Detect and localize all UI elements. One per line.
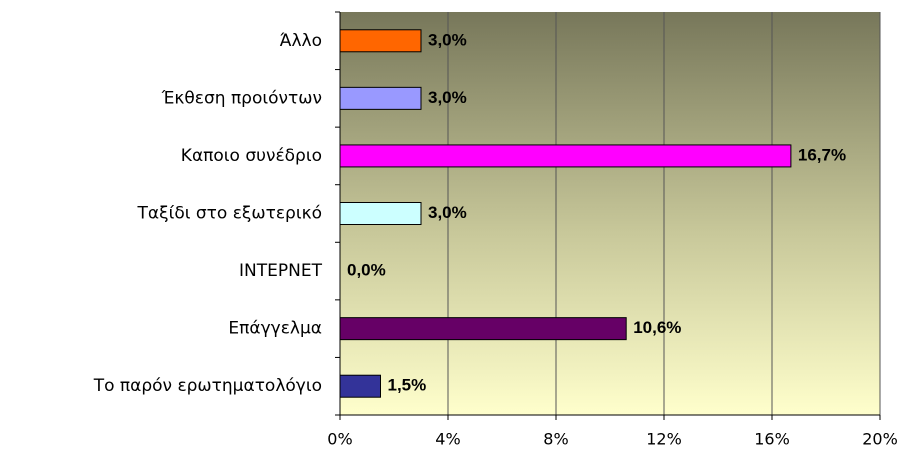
bar [339,144,792,168]
y-tick-label: INTEPNET [239,261,323,281]
y-tick-label: Το παρόν ερωτηματολόγιο [93,376,322,396]
x-tick-label: 4% [435,430,460,449]
y-tick-label: Ταξίδι στο εξωτερικό [137,204,323,224]
bar [339,86,422,110]
plot-area [340,12,880,415]
bar [339,29,422,53]
y-tick-label: Άλλο [280,31,322,51]
value-label: 16,7% [798,145,846,164]
bar [339,317,627,341]
value-label: 10,6% [633,318,681,337]
value-label: 3,0% [428,203,467,222]
x-tick-label: 8% [543,430,568,449]
y-tick-label: Έκθεση προιόντων [161,88,322,108]
y-tick-label: Καποιο συνέδριο [181,146,322,166]
bar [339,374,381,398]
x-tick-label: 20% [862,430,898,449]
x-tick-label: 16% [754,430,790,449]
value-label: 0,0% [347,261,386,280]
value-label: 3,0% [428,88,467,107]
x-tick-label: 12% [646,430,682,449]
value-label: 3,0% [428,30,467,49]
y-tick-label: Επάγγελμα [228,319,322,339]
bar [339,202,422,225]
value-label: 1,5% [388,376,427,395]
x-tick-label: 0% [327,430,352,449]
